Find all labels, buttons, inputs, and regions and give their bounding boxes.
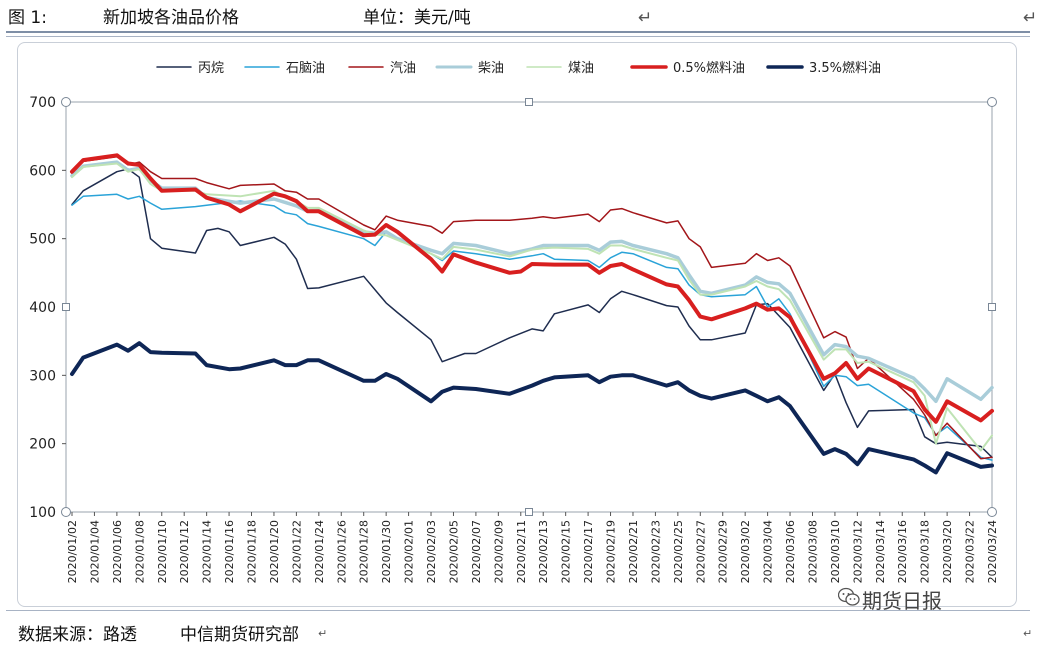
y-tick-label: 500 — [29, 232, 56, 248]
x-tick-label: 2020/02/19 — [605, 520, 618, 583]
resize-handle — [61, 97, 71, 107]
x-tick-label: 2020/02/21 — [627, 520, 640, 583]
x-tick-label: 2020/03/18 — [919, 520, 932, 583]
page-header: 图 1: 新加坡各油品价格 单位：美元/吨 ↵ ↵ — [0, 0, 1047, 30]
divider-top-thin — [6, 36, 1030, 37]
x-tick-label: 2020/03/14 — [874, 520, 887, 583]
y-tick-label: 600 — [29, 163, 56, 179]
resize-handle — [525, 508, 533, 516]
x-tick-label: 2020/01/22 — [290, 520, 303, 583]
x-tick-label: 2020/02/01 — [403, 520, 416, 583]
legend-label: 石脑油 — [286, 61, 325, 76]
x-tick-label: 2020/01/06 — [111, 520, 124, 583]
x-tick-label: 2020/01/04 — [88, 520, 101, 583]
resize-handle — [525, 98, 533, 106]
x-tick-label: 2020/02/17 — [582, 520, 595, 583]
x-tick-label: 2020/02/27 — [694, 520, 707, 583]
legend-label: 汽油 — [390, 61, 416, 76]
watermark-text: 期货日报 — [862, 589, 942, 613]
x-tick-label: 2020/01/24 — [313, 520, 326, 583]
x-tick-label: 2020/01/16 — [223, 520, 236, 583]
x-tick-label: 2020/03/10 — [829, 520, 842, 583]
legend-label: 丙烷 — [198, 61, 224, 76]
resize-handle — [988, 303, 996, 311]
y-tick-label: 400 — [29, 300, 56, 316]
x-tick-label: 2020/03/22 — [964, 520, 977, 583]
x-tick-label: 2020/01/30 — [380, 520, 393, 583]
plot-area — [65, 101, 993, 513]
legend-label: 煤油 — [568, 61, 594, 76]
source-label: 数据来源：路透 — [18, 625, 137, 645]
paragraph-mark-icon: ↵ — [638, 8, 653, 28]
divider-bottom — [6, 610, 1030, 611]
x-tick-label: 2020/01/12 — [178, 520, 191, 583]
x-tick-label: 2020/02/13 — [537, 520, 550, 583]
x-tick-label: 2020/01/14 — [201, 520, 214, 583]
x-tick-label: 2020/02/09 — [492, 520, 505, 583]
x-tick-label: 2020/02/23 — [649, 520, 662, 583]
x-tick-label: 2020/02/15 — [560, 520, 573, 583]
x-tick-label: 2020/01/08 — [133, 520, 146, 583]
resize-handle — [987, 97, 997, 107]
series-line — [71, 155, 993, 460]
figure-label: 图 1: — [8, 8, 47, 28]
x-tick-label: 2020/01/20 — [268, 520, 281, 583]
figure-title: 新加坡各油品价格 — [103, 8, 239, 28]
x-tick-label: 2020/02/29 — [717, 520, 730, 583]
series-line — [71, 162, 993, 452]
chart-frame — [17, 42, 1017, 607]
legend-label: 3.5%燃料油 — [809, 60, 881, 76]
legend-label: 柴油 — [478, 61, 504, 76]
series-line — [71, 168, 993, 459]
x-tick-label: 2020/02/07 — [470, 520, 483, 583]
x-tick-label: 2020/01/02 — [66, 520, 79, 583]
y-tick-label: 200 — [29, 437, 56, 453]
x-tick-label: 2020/03/12 — [851, 520, 864, 583]
x-tick-label: 2020/02/03 — [425, 520, 438, 583]
series-line — [70, 341, 994, 475]
resize-handle — [61, 507, 71, 517]
x-tick-label: 2020/03/08 — [806, 520, 819, 583]
y-tick-label: 300 — [29, 368, 56, 384]
x-tick-label: 2020/01/10 — [156, 520, 169, 583]
unit-label: 单位：美元/吨 — [363, 8, 471, 28]
resize-handle — [987, 507, 997, 517]
x-tick-label: 2020/03/16 — [896, 520, 909, 583]
x-tick-label: 2020/02/05 — [447, 520, 460, 583]
x-tick-label: 2020/03/02 — [739, 520, 752, 583]
x-tick-label: 2020/03/24 — [986, 520, 999, 583]
series-line — [70, 153, 994, 424]
paragraph-mark-icon: ↵ — [318, 627, 328, 640]
x-tick-label: 2020/01/28 — [358, 520, 371, 583]
x-tick-label: 2020/01/18 — [246, 520, 259, 583]
legend-label: 0.5%燃料油 — [673, 60, 745, 76]
x-tick-label: 2020/01/26 — [335, 520, 348, 583]
x-tick-label: 2020/03/06 — [784, 520, 797, 583]
series-line — [70, 160, 994, 404]
y-tick-label: 100 — [29, 505, 56, 521]
wechat-icon — [838, 587, 860, 606]
paragraph-mark-icon: ↵ — [1023, 8, 1038, 28]
paragraph-mark-icon: ↵ — [1023, 627, 1033, 640]
x-tick-label: 2020/02/25 — [672, 520, 685, 583]
resize-handle — [62, 303, 70, 311]
institute-label: 中信期货研究部 — [180, 625, 299, 645]
divider-top — [6, 31, 1030, 33]
y-tick-label: 700 — [29, 95, 56, 111]
x-tick-label: 2020/03/20 — [941, 520, 954, 583]
x-tick-label: 2020/03/04 — [762, 520, 775, 583]
x-tick-label: 2020/02/11 — [515, 520, 528, 583]
